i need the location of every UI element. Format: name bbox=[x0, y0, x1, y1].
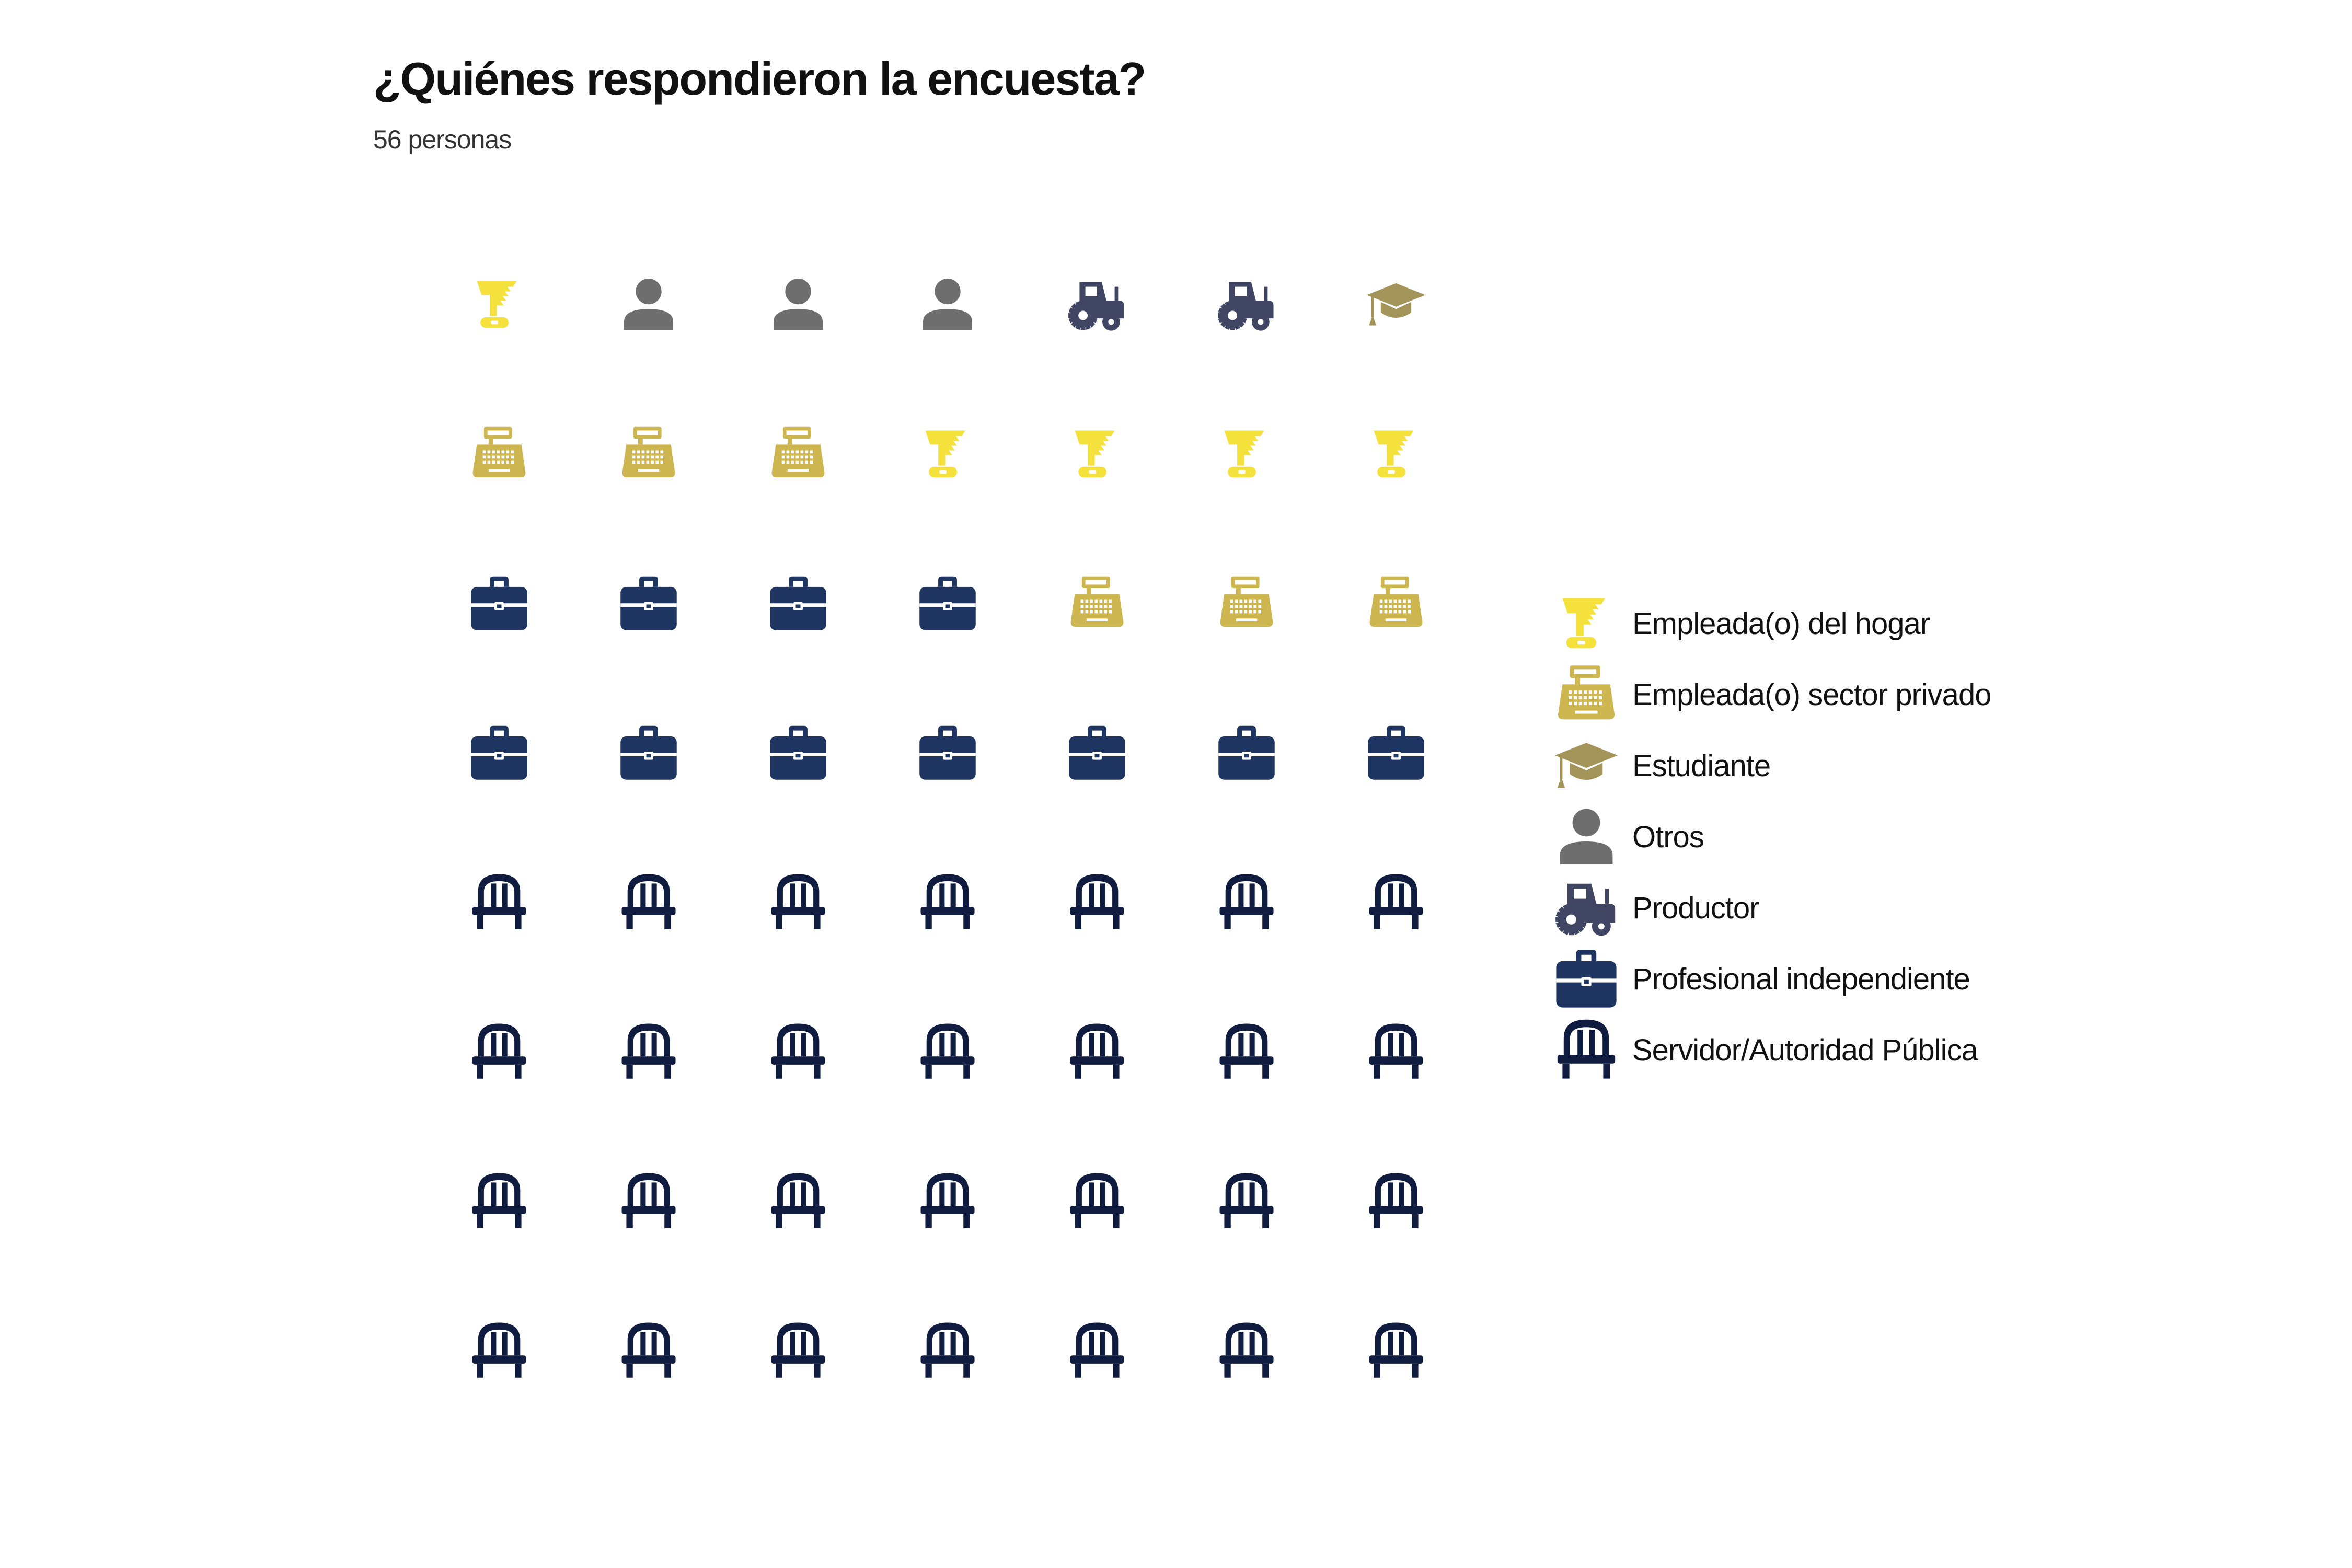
chart-title: ¿Quiénes respondieron la encuesta? bbox=[373, 53, 1146, 105]
waffle-cell-briefcase-icon bbox=[1368, 725, 1424, 780]
legend-label: Productor bbox=[1632, 891, 1759, 925]
cash-register-icon bbox=[1558, 665, 1615, 720]
waffle-cell-chair-icon bbox=[472, 1322, 526, 1378]
waffle-cell-chair-icon bbox=[1070, 1173, 1124, 1228]
waffle-cell-briefcase-icon bbox=[620, 725, 677, 780]
waffle-cell-person-icon bbox=[773, 278, 823, 330]
waffle-cell-chair-icon bbox=[1219, 1023, 1274, 1079]
legend-label: Empleada(o) sector privado bbox=[1632, 678, 1991, 712]
tractor-icon bbox=[1555, 883, 1616, 936]
waffle-cell-graduation-cap-icon bbox=[1367, 283, 1425, 326]
waffle-cell-chair-icon bbox=[621, 1023, 676, 1079]
waffle-cell-cash-register-icon bbox=[472, 426, 526, 478]
waffle-cell-chair-icon bbox=[1219, 874, 1274, 929]
waffle-cell-chair-icon bbox=[1219, 1173, 1274, 1228]
briefcase-icon bbox=[1556, 950, 1617, 1008]
waffle-cell-briefcase-icon bbox=[919, 576, 976, 630]
waffle-cell-briefcase-icon bbox=[471, 725, 527, 780]
waffle-cell-cash-register-icon bbox=[771, 426, 825, 478]
waffle-cell-briefcase-icon bbox=[1218, 725, 1275, 780]
waffle-cell-cash-register-icon bbox=[1369, 576, 1423, 627]
graduation-cap-icon bbox=[1555, 743, 1618, 788]
waffle-cell-chair-icon bbox=[621, 1173, 676, 1228]
waffle-cell-briefcase-icon bbox=[770, 725, 826, 780]
waffle-cell-chair-icon bbox=[920, 1173, 975, 1228]
waffle-cell-vacuum-icon bbox=[1075, 430, 1115, 478]
waffle-cell-chair-icon bbox=[472, 1023, 526, 1079]
waffle-cell-chair-icon bbox=[1369, 1173, 1423, 1228]
waffle-cell-chair-icon bbox=[771, 1173, 825, 1228]
waffle-cell-briefcase-icon bbox=[620, 576, 677, 630]
legend-label: Otros bbox=[1632, 820, 1704, 854]
waffle-cell-chair-icon bbox=[1219, 1322, 1274, 1378]
waffle-cell-vacuum-icon bbox=[477, 281, 517, 328]
waffle-cell-cash-register-icon bbox=[1220, 576, 1273, 627]
legend-label: Servidor/Autoridad Pública bbox=[1632, 1033, 1978, 1067]
waffle-cell-tractor-icon bbox=[1068, 282, 1124, 331]
legend-label: Estudiante bbox=[1632, 749, 1771, 783]
person-icon bbox=[1560, 809, 1613, 864]
waffle-cell-chair-icon bbox=[621, 1322, 676, 1378]
waffle-cell-chair-icon bbox=[1369, 874, 1423, 929]
waffle-cell-chair-icon bbox=[1070, 874, 1124, 929]
waffle-cell-person-icon bbox=[923, 278, 973, 330]
waffle-cell-vacuum-icon bbox=[1224, 430, 1264, 478]
waffle-cell-chair-icon bbox=[1070, 1023, 1124, 1079]
waffle-cell-cash-register-icon bbox=[1070, 576, 1124, 627]
legend-label: Profesional independiente bbox=[1632, 962, 1970, 996]
vacuum-icon bbox=[1562, 598, 1605, 649]
legend-label: Empleada(o) del hogar bbox=[1632, 607, 1930, 641]
waffle-cell-chair-icon bbox=[1070, 1322, 1124, 1378]
waffle-cell-chair-icon bbox=[771, 1322, 825, 1378]
waffle-cell-chair-icon bbox=[472, 874, 526, 929]
waffle-cell-tractor-icon bbox=[1218, 282, 1274, 331]
waffle-cell-briefcase-icon bbox=[919, 725, 976, 780]
waffle-cell-briefcase-icon bbox=[1069, 725, 1125, 780]
chart-subtitle: 56 personas bbox=[373, 125, 512, 154]
waffle-cell-chair-icon bbox=[920, 1023, 975, 1079]
waffle-cell-cash-register-icon bbox=[622, 426, 675, 478]
waffle-cell-briefcase-icon bbox=[770, 576, 826, 630]
chair-icon bbox=[1557, 1019, 1616, 1079]
waffle-cell-chair-icon bbox=[771, 1023, 825, 1079]
waffle-cell-chair-icon bbox=[771, 874, 825, 929]
waffle-cell-chair-icon bbox=[1369, 1322, 1423, 1378]
waffle-cell-vacuum-icon bbox=[1374, 430, 1414, 478]
waffle-cell-person-icon bbox=[624, 278, 674, 330]
waffle-cell-chair-icon bbox=[472, 1173, 526, 1228]
waffle-cell-chair-icon bbox=[920, 1322, 975, 1378]
waffle-cell-briefcase-icon bbox=[471, 576, 527, 630]
waffle-cell-vacuum-icon bbox=[925, 430, 965, 478]
waffle-cell-chair-icon bbox=[1369, 1023, 1423, 1079]
waffle-cell-chair-icon bbox=[621, 874, 676, 929]
waffle-cell-chair-icon bbox=[920, 874, 975, 929]
